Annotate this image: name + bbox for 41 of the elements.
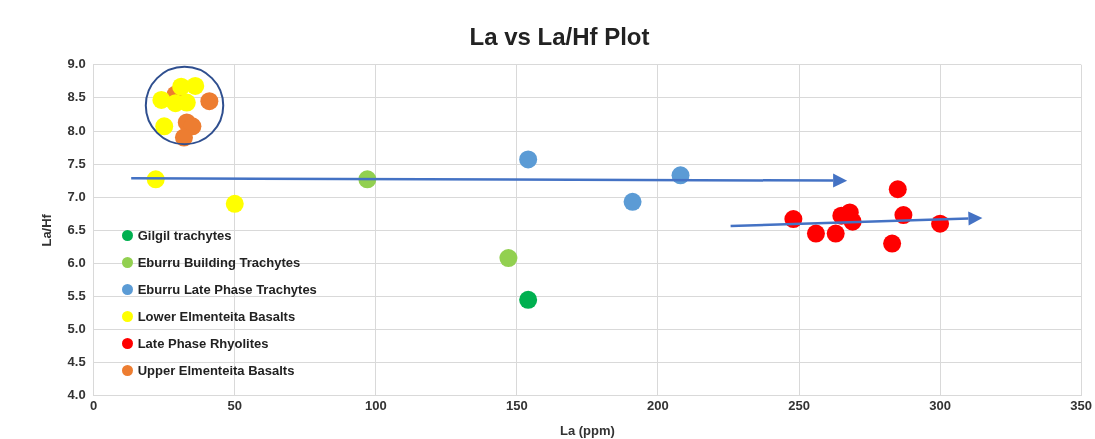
point [519, 290, 538, 309]
y-tick-label: 5.5 [67, 288, 86, 304]
y-tick-label: 6.0 [67, 254, 86, 270]
x-tick-label: 300 [929, 398, 951, 414]
y-tick-label: 6.5 [67, 221, 86, 237]
y-tick-label: 8.5 [67, 89, 86, 105]
point [155, 117, 174, 136]
x-tick-label: 350 [1070, 398, 1093, 414]
y-tick-label: 8.0 [67, 122, 86, 138]
x-tick-label: 200 [647, 398, 669, 414]
x-tick-label: 250 [788, 398, 810, 414]
point [826, 224, 845, 243]
legend-label: Upper Elmenteita Basalts [137, 362, 295, 378]
point [519, 150, 538, 169]
point [806, 224, 825, 243]
point [225, 194, 244, 213]
point [883, 234, 902, 253]
y-tick-label: 4.0 [67, 387, 86, 403]
y-tick-label: 7.0 [67, 188, 86, 204]
x-tick-label: 50 [227, 398, 242, 414]
point [888, 180, 907, 199]
y-tick-label: 7.5 [67, 155, 86, 171]
x-axis-title: La (ppm) [559, 422, 615, 438]
legend-label: Gilgil trachytes [137, 227, 232, 243]
legend-label: Lower Elmenteita Basalts [137, 308, 296, 324]
point [623, 192, 642, 211]
legend-label: Late Phase Rhyolites [137, 335, 269, 351]
x-tick-label: 150 [506, 398, 528, 414]
point [499, 249, 518, 268]
chart-title: La vs La/Hf Plot [469, 23, 650, 51]
legend-label: Eburru Building Trachytes [137, 254, 301, 270]
legend-label: Eburru Late Phase Trachytes [137, 281, 317, 297]
y-axis-title: La/Hf [39, 213, 55, 247]
point [200, 92, 219, 111]
point [152, 90, 171, 109]
x-tick-label: 0 [90, 398, 98, 414]
y-tick-label: 4.5 [67, 354, 86, 370]
y-tick-label: 9.0 [67, 56, 86, 72]
y-tick-label: 5.0 [67, 321, 86, 337]
point [186, 76, 205, 95]
x-tick-label: 100 [364, 398, 387, 414]
